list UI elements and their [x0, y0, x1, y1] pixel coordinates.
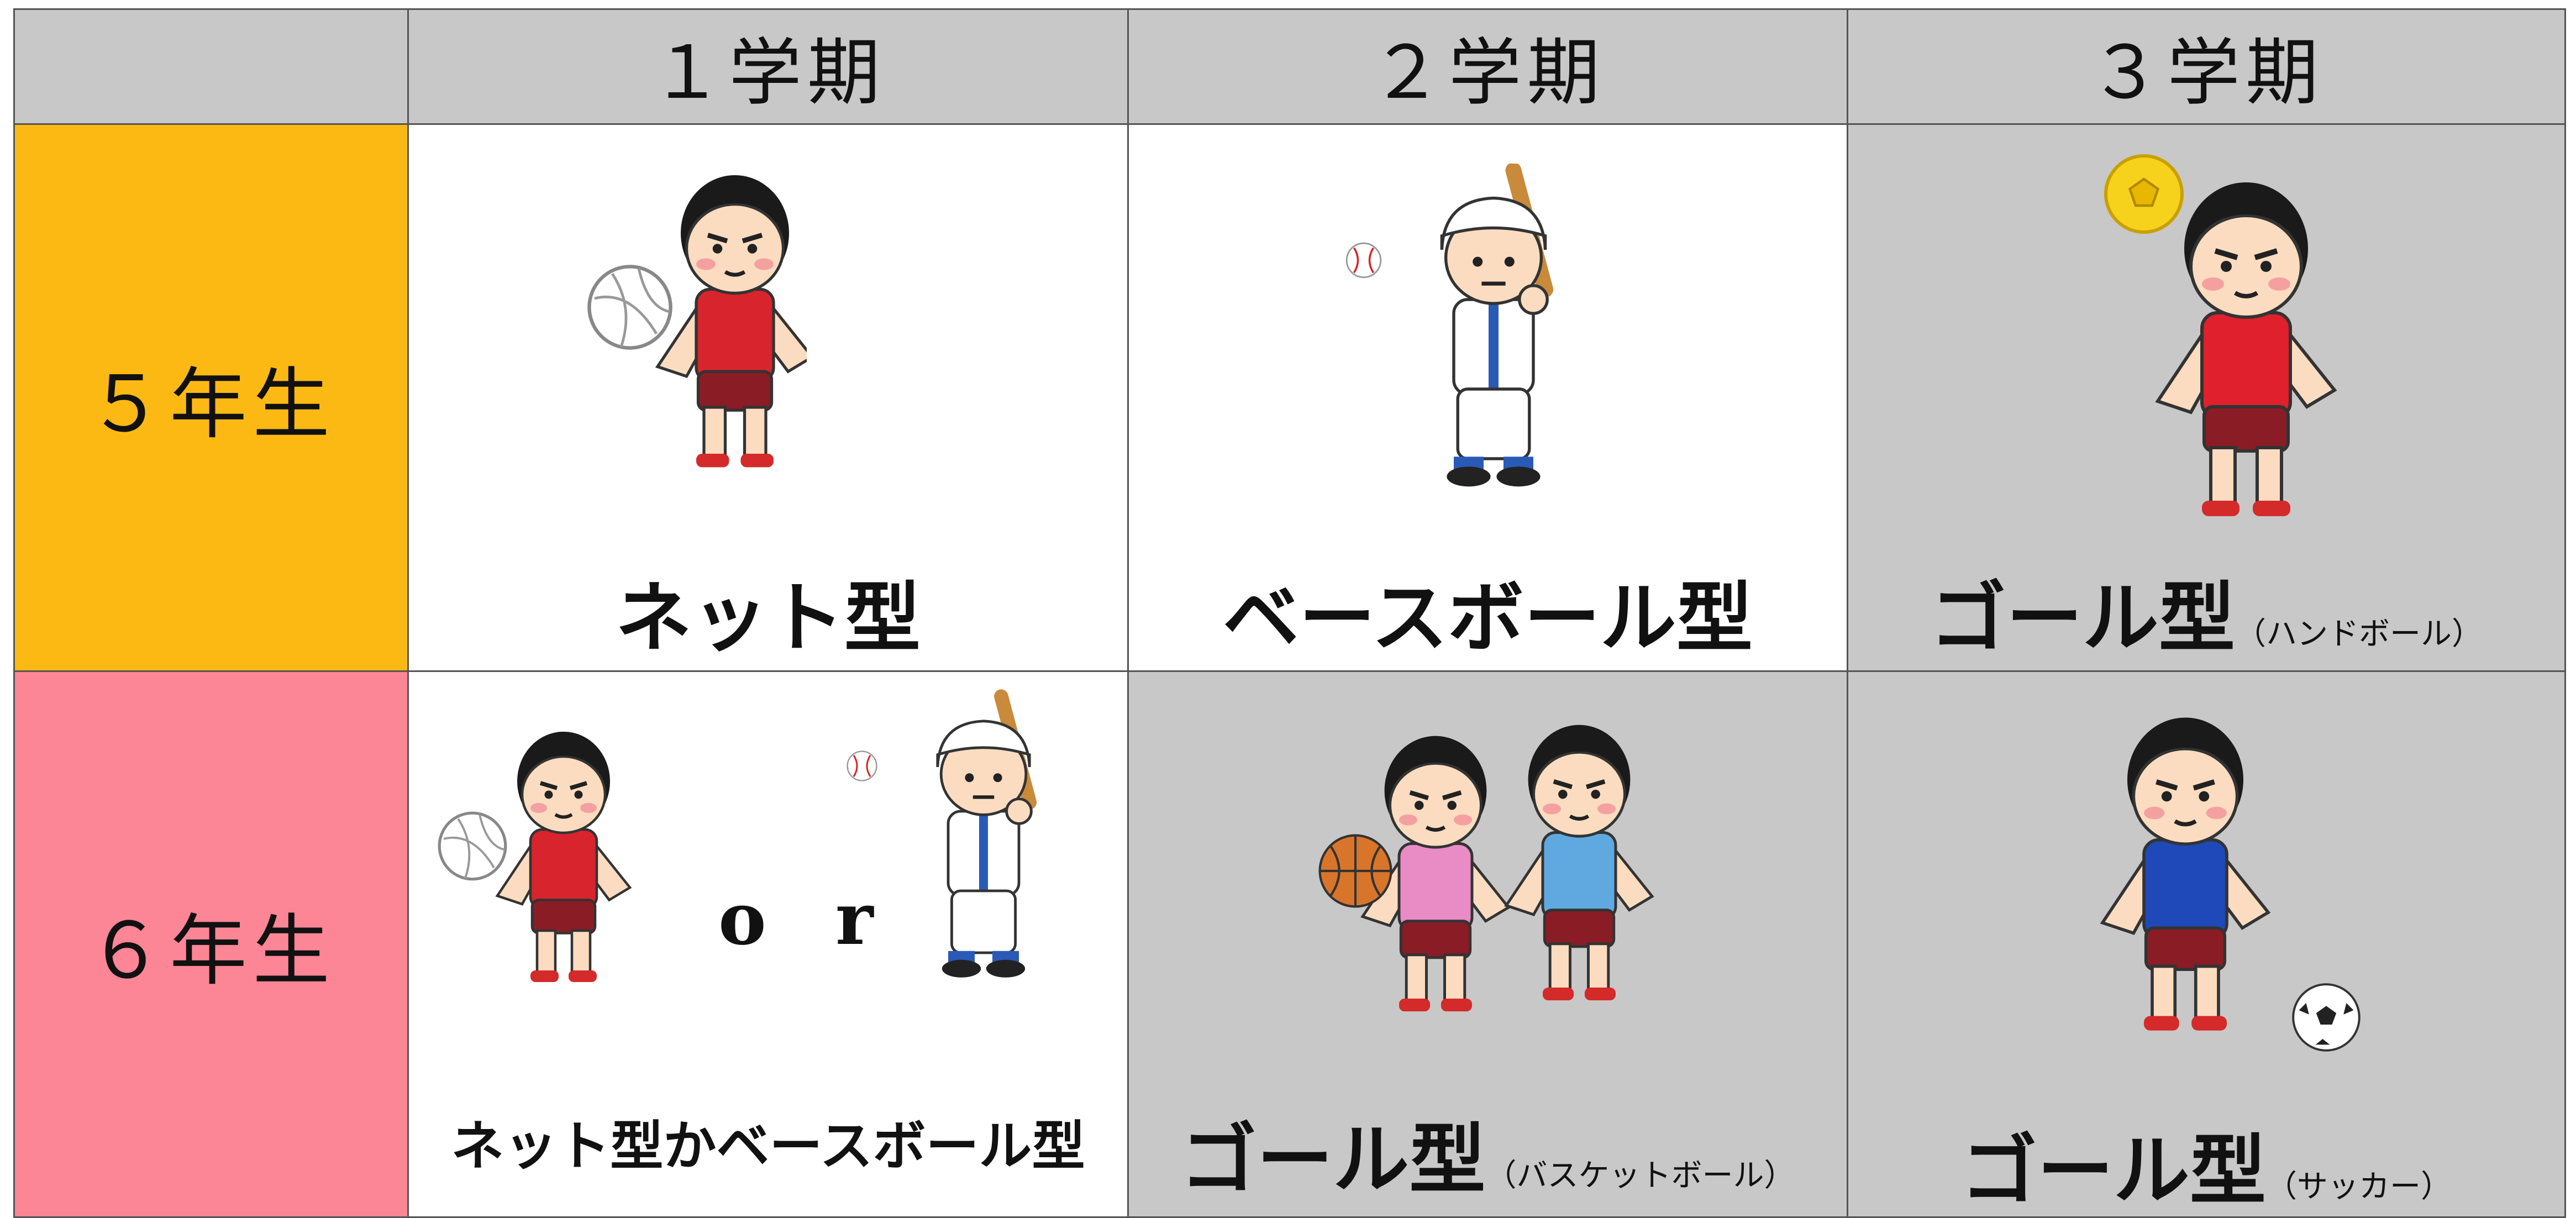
illustration — [847, 689, 1111, 998]
sport-note: （バスケットボール） — [1485, 1158, 1795, 1194]
sport-note: （サッカー） — [2266, 1169, 2452, 1205]
illustration — [2102, 153, 2379, 539]
table-cell: ネット型 — [407, 123, 1129, 672]
table-cell: ベースボール型 — [1127, 123, 1848, 672]
illustration — [586, 164, 807, 517]
sport-label: ゴール型（バスケットボール） — [1129, 1098, 1847, 1208]
row-header: ５年生 — [13, 123, 409, 672]
table-cell: o r ネット型かベースボール型 — [407, 670, 1129, 1218]
table-cell: ゴール型（バスケットボール） — [1127, 670, 1848, 1218]
sport-type: ゴール型 — [1960, 1125, 2266, 1215]
sport-type: ベースボール型 — [1222, 573, 1753, 663]
sport-type: ネット型 — [615, 573, 921, 663]
illustration — [2069, 705, 2361, 1052]
table-cell: ゴール型（ハンドボール） — [1847, 123, 2566, 672]
sport-label: ゴール型（ハンドボール） — [1848, 556, 2564, 666]
table-cell: ゴール型（サッカー） — [1847, 670, 2566, 1218]
row-header: ６年生 — [13, 670, 409, 1218]
sport-label: ゴール型（サッカー） — [1848, 1109, 2564, 1216]
sport-type: ネット型かベースボール型 — [451, 1115, 1085, 1177]
illustration — [1345, 164, 1621, 506]
corner-cell — [13, 8, 409, 125]
sport-note: （ハンドボール） — [2235, 616, 2483, 652]
column-header: ３学期 — [1847, 8, 2566, 125]
illustration — [437, 722, 658, 1020]
sport-type: ゴール型 — [1930, 573, 2235, 663]
illustration — [1317, 705, 1737, 1037]
connector: o r — [718, 876, 896, 961]
column-header: ２学期 — [1127, 8, 1848, 125]
column-header: １学期 — [407, 8, 1129, 125]
sport-type: ゴール型 — [1180, 1114, 1486, 1204]
